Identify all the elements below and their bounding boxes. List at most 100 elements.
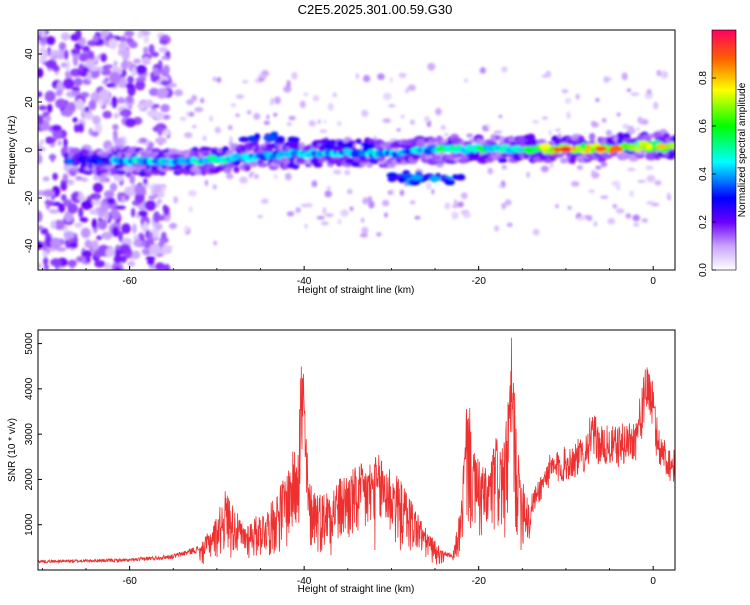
ridge-halo [146, 152, 157, 160]
ridge-halo [233, 166, 240, 173]
noise-speckle [621, 72, 628, 81]
colorbar-label: Normalized spectral amplitude [737, 82, 748, 217]
noise-speckle [451, 211, 459, 220]
noise-speckle [605, 129, 612, 137]
noise-speckle [629, 190, 634, 198]
noise-speckle [40, 139, 45, 145]
noise-speckle [142, 248, 152, 256]
noise-speckle [77, 122, 85, 133]
spectral-blob-center [341, 142, 354, 148]
snr-y-tick-label: 1000 [24, 513, 35, 536]
spectral-blob [580, 142, 587, 150]
noise-speckle [148, 195, 157, 200]
noise-speckle [399, 189, 405, 197]
noise-speckle [156, 87, 169, 98]
noise-speckle [87, 50, 93, 61]
noise-speckle [400, 114, 405, 119]
noise-speckle [183, 225, 189, 233]
snr-x-ticks: -60 -40 -20 0 [41, 566, 656, 587]
noise-speckle [45, 35, 56, 46]
noise-speckle [137, 32, 144, 39]
ridge-halo [151, 148, 161, 153]
noise-speckle [85, 58, 95, 69]
noise-speckle [162, 204, 168, 212]
noise-speckle [71, 86, 81, 91]
noise-speckle [143, 36, 149, 44]
ridge-halo [69, 147, 81, 155]
noise-speckle [646, 88, 652, 95]
noise-speckle [74, 30, 82, 40]
noise-speckle [555, 204, 559, 209]
noise-speckle [637, 116, 643, 124]
noise-speckle [246, 109, 252, 115]
noise-speckle [216, 76, 222, 83]
noise-speckle [575, 93, 580, 100]
noise-speckle [157, 126, 163, 137]
noise-speckle [81, 177, 88, 183]
noise-speckle [561, 88, 569, 94]
noise-speckle [100, 68, 112, 76]
noise-speckle [97, 217, 102, 222]
spectral-blob [677, 144, 684, 148]
noise-speckle [148, 43, 155, 55]
spectral-blob-center [559, 146, 572, 152]
noise-speckle [153, 211, 161, 223]
noise-speckle [595, 165, 602, 170]
noise-speckle [133, 238, 143, 247]
noise-speckle [50, 153, 55, 163]
snr-panel: -60 -40 -20 0 1000 2000 3000 4000 5000 Height o… [7, 329, 676, 595]
noise-speckle [78, 52, 89, 62]
noise-speckle [45, 59, 57, 69]
noise-speckle [109, 71, 121, 84]
noise-speckle [389, 76, 393, 84]
noise-speckle [288, 115, 296, 121]
noise-speckle [135, 77, 147, 82]
colorbar-ticks: 0.0 0.2 0.4 0.6 0.8 [698, 71, 716, 277]
ridge-halo [654, 155, 661, 160]
noise-speckle [241, 79, 249, 84]
noise-speckle [636, 127, 640, 132]
noise-speckle [184, 132, 193, 139]
noise-speckle [113, 60, 118, 67]
noise-speckle [154, 262, 166, 270]
noise-speckle [168, 82, 177, 88]
snr-y-tick-label: 3000 [24, 423, 35, 446]
noise-speckle [134, 184, 147, 195]
noise-speckle [160, 231, 167, 241]
noise-speckle [239, 176, 249, 184]
snr-y-tick-label: 2000 [24, 468, 35, 491]
ridge-halo [428, 137, 438, 142]
noise-speckle [133, 235, 140, 240]
noise-speckle [114, 266, 121, 270]
noise-speckle [632, 214, 641, 222]
noise-speckle [501, 202, 507, 210]
noise-speckle [456, 201, 465, 208]
ridge-halo [479, 139, 487, 146]
noise-speckle [136, 64, 147, 75]
noise-speckle [133, 58, 141, 64]
noise-speckle [159, 69, 166, 75]
spectrogram-heatmap [38, 30, 684, 270]
noise-speckle [359, 233, 369, 238]
spectrogram-y-tick-label: -20 [24, 190, 35, 205]
noise-speckle [591, 171, 600, 179]
noise-speckle [160, 80, 171, 86]
ridge-halo [559, 157, 568, 164]
noise-speckle [317, 119, 321, 125]
spectral-blob [440, 177, 450, 182]
noise-speckle [192, 124, 197, 129]
noise-speckle [159, 39, 168, 45]
noise-speckle [600, 195, 609, 199]
noise-speckle [200, 97, 205, 104]
spectral-blob [410, 174, 423, 181]
spectrogram-x-tick-label: -40 [297, 276, 312, 287]
noise-speckle [213, 240, 218, 246]
noise-speckle [38, 146, 46, 152]
noise-speckle [414, 215, 421, 220]
noise-speckle [127, 260, 136, 267]
noise-speckle [50, 237, 62, 250]
noise-speckle [186, 99, 194, 106]
noise-speckle [123, 83, 135, 88]
noise-speckle [82, 45, 90, 54]
noise-speckle [460, 192, 468, 200]
